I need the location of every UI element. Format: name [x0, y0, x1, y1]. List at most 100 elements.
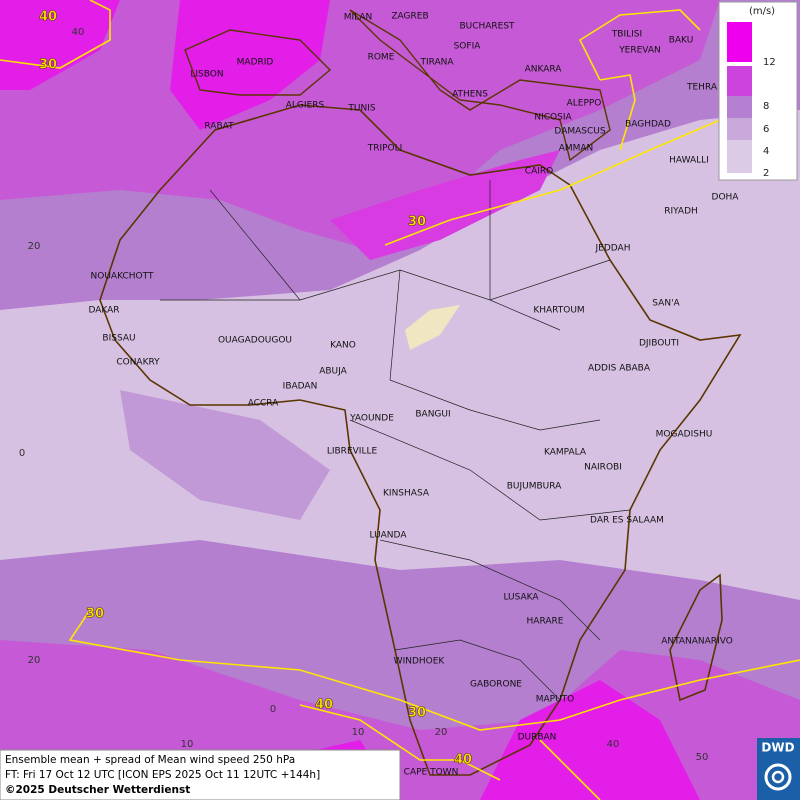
city-label: ADDIS ABABA — [588, 364, 651, 374]
isotach-label: 40 — [315, 698, 333, 713]
graticule-label: 0 — [270, 704, 276, 715]
city-label: KINSHASA — [383, 489, 430, 499]
city-label: ZAGREB — [391, 12, 428, 22]
city-label: DJIBOUTI — [639, 339, 679, 349]
wind-area — [405, 305, 460, 350]
graticule-label: 40 — [72, 27, 85, 38]
graticule-label: 20 — [28, 655, 41, 666]
wind-area — [120, 390, 330, 520]
city-label: WINDHOEK — [394, 657, 446, 667]
legend-unit: (m/s) — [749, 6, 775, 17]
legend-label: 6 — [763, 124, 769, 135]
legend-swatch — [727, 140, 752, 173]
city-label: MILAN — [344, 13, 373, 23]
isotach-label: 30 — [408, 215, 426, 230]
isotach — [299, 704, 601, 800]
city-label: RABAT — [204, 122, 234, 132]
city-label: NOUAKCHOTT — [91, 272, 154, 282]
city-label: TUNIS — [347, 104, 375, 114]
isotach — [0, 0, 111, 69]
legend-label: 4 — [763, 146, 769, 157]
city-label: ROME — [368, 53, 395, 63]
city-label: ANKARA — [525, 65, 563, 75]
isotach-label: 30 — [86, 607, 104, 622]
graticule-label: 10 — [181, 739, 194, 750]
coastline — [669, 573, 723, 702]
city-label: SOFIA — [454, 42, 482, 52]
isotach — [68, 609, 800, 731]
city-label: KAMPALA — [544, 448, 587, 458]
city-label: KHARTOUM — [533, 306, 584, 316]
city-label: ALGIERS — [286, 101, 325, 111]
city-label: LIBREVILLE — [327, 447, 378, 457]
city-label: TBILISI — [611, 30, 642, 40]
legend-swatch — [727, 22, 752, 62]
city-label: BUCHAREST — [459, 22, 515, 32]
wind-area — [170, 0, 330, 130]
city-label: MOGADISHU — [656, 430, 713, 440]
city-label: ABUJA — [319, 367, 347, 377]
isotach-label: 40 — [39, 10, 57, 25]
city-label: KANO — [330, 341, 356, 351]
city-label: ATHENS — [452, 90, 488, 100]
city-label: AMMAN — [559, 144, 594, 154]
city-label: HARARE — [527, 617, 564, 627]
city-label: LISBON — [190, 70, 223, 80]
city-label: YEREVAN — [618, 46, 661, 56]
isotach-label: 30 — [408, 706, 426, 721]
graticule-label: 10 — [352, 727, 365, 738]
city-label: JEDDAH — [595, 244, 631, 254]
graticule-label: 0 — [19, 448, 25, 459]
city-label: DOHA — [712, 193, 740, 203]
city-label: BAGHDAD — [625, 120, 671, 130]
caption-line: ©2025 Deutscher Wetterdienst — [5, 784, 190, 796]
city-label: BAKU — [669, 36, 694, 46]
legend-label: 8 — [763, 101, 769, 112]
isotach-label: 30 — [39, 58, 57, 73]
coastline — [184, 9, 611, 162]
city-label: DURBAN — [518, 733, 557, 743]
wind-area — [330, 150, 560, 260]
legend-label: 2 — [763, 168, 769, 179]
city-label: TEHRA — [686, 83, 718, 93]
city-label: BANGUI — [415, 410, 450, 420]
city-label: LUANDA — [370, 531, 408, 541]
city-label: TIRANA — [419, 58, 454, 68]
city-label: CAPE TOWN — [404, 768, 459, 778]
legend-label: 12 — [763, 57, 776, 68]
graticule-label: 50 — [696, 752, 709, 763]
city-label: MAPUTO — [536, 695, 575, 705]
graticule-label: 20 — [435, 727, 448, 738]
isotach — [384, 9, 721, 246]
city-label: GABORONE — [470, 680, 522, 690]
city-label: DAMASCUS — [554, 127, 605, 137]
city-label: ANTANANARIVO — [661, 637, 733, 647]
isotach-label: 40 — [454, 753, 472, 768]
caption-line: FT: Fri 17 Oct 12 UTC [ICON EPS 2025 Oct… — [5, 769, 320, 781]
city-label: LUSAKA — [503, 593, 539, 603]
city-label: YAOUNDE — [349, 414, 394, 424]
border — [160, 180, 631, 701]
graticule-label: 20 — [28, 241, 41, 252]
logo-icon — [764, 763, 792, 791]
city-label: BISSAU — [102, 334, 135, 344]
legend: 12 8 6 4 2 — [727, 22, 776, 179]
city-label: BUJUMBURA — [507, 482, 562, 492]
city-label: IBADAN — [283, 382, 318, 392]
city-label: ACCRA — [248, 399, 279, 409]
caption-box — [0, 749, 401, 800]
coastline — [99, 104, 742, 776]
city-label: SAN'A — [652, 299, 680, 309]
caption-line: Ensemble mean + spread of Mean wind spee… — [5, 754, 295, 766]
logo-text: DWD — [761, 741, 794, 755]
city-label: NAIROBI — [584, 463, 622, 473]
wind-area — [0, 0, 120, 90]
city-label: NICOSIA — [534, 113, 572, 123]
city-label: CAIRO — [525, 167, 553, 177]
logo-icon — [771, 770, 785, 784]
city-label: OUAGADOUGOU — [218, 336, 292, 346]
city-label: DAKAR — [88, 306, 119, 316]
city-label: ALEPPO — [567, 99, 602, 109]
labels: MILAN ZAGREB BUCHAREST SOFIA ROME TIRANA ANKAR… — [19, 9, 740, 778]
